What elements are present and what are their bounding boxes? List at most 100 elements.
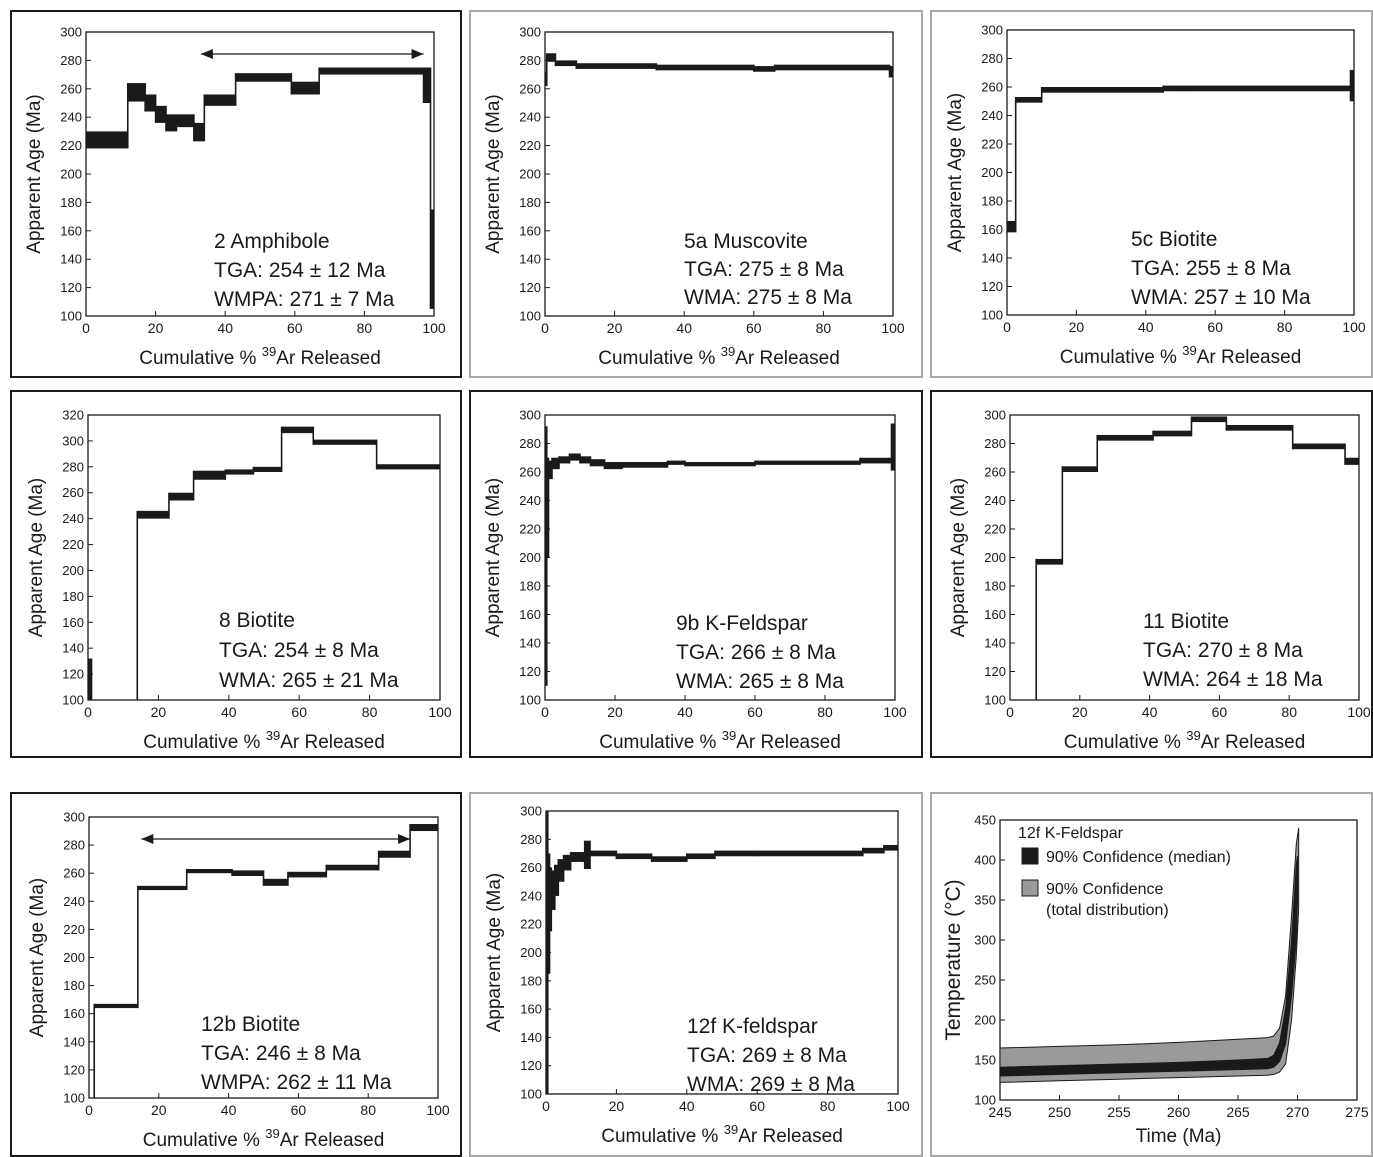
- y-tick-label: 280: [984, 436, 1006, 451]
- y-tick-label: 320: [62, 408, 84, 423]
- age-step: [883, 844, 898, 851]
- y-tick-label: 220: [981, 137, 1003, 152]
- y-tick-label: 180: [519, 195, 541, 210]
- x-axis-label: Cumulative % 39Ar Released: [143, 1126, 385, 1151]
- age-step: [576, 63, 657, 69]
- age-step: [193, 470, 226, 480]
- x-tick-label: 40: [217, 320, 233, 336]
- y-tick-label: 200: [60, 167, 82, 182]
- plateau-arrow: [141, 834, 411, 844]
- x-tick-label: 100: [426, 1102, 450, 1118]
- age-step: [546, 811, 548, 1094]
- y-tick-label: 450: [974, 813, 996, 828]
- age-step: [1041, 87, 1164, 93]
- x-axis-label: Cumulative % 39Ar Released: [1060, 343, 1302, 368]
- age-step: [1153, 430, 1192, 437]
- y-tick-label: 140: [519, 636, 541, 651]
- age-step: [570, 852, 585, 862]
- x-tick-label: 60: [747, 704, 763, 720]
- band-median: [1000, 855, 1298, 1077]
- age-step: [281, 426, 314, 434]
- y-axis-label: Apparent Age (Ma): [483, 478, 504, 637]
- y-tick-label: 200: [981, 165, 1003, 180]
- x-tick-label: 80: [362, 704, 378, 720]
- x-tick-label: 100: [422, 320, 446, 336]
- y-axis-label: Apparent Age (Ma): [484, 873, 505, 1032]
- age-step: [622, 462, 668, 468]
- age-step: [546, 457, 549, 558]
- age-step: [253, 466, 282, 472]
- y-axis-label: Apparent Age (Ma): [483, 94, 504, 253]
- y-tick-label: 180: [520, 973, 542, 988]
- age-step: [569, 453, 580, 461]
- x-axis-label: Cumulative % 39Ar Released: [601, 1122, 843, 1147]
- age-step: [604, 462, 622, 470]
- age-step: [685, 462, 755, 467]
- y-tick-label: 220: [60, 138, 82, 153]
- y-axis-label: Apparent Age (Ma): [26, 478, 47, 637]
- y-tick-label: 260: [519, 81, 541, 96]
- age-annotation: WMA: 265 ± 8 Ma: [676, 670, 844, 693]
- y-tick-label: 220: [519, 522, 541, 537]
- x-tick-label: 20: [607, 320, 623, 336]
- y-tick-label: 120: [520, 1058, 542, 1073]
- x-tick-label: 40: [679, 1098, 695, 1114]
- x-tick-label: 0: [85, 1102, 93, 1118]
- y-tick-label: 100: [974, 1093, 996, 1108]
- age-step: [1015, 96, 1042, 103]
- y-axis-label: Apparent Age (Ma): [945, 93, 966, 252]
- sample-label: 12b Biotite: [201, 1013, 300, 1036]
- age-step: [155, 105, 167, 123]
- y-tick-label: 120: [519, 280, 541, 295]
- y-tick-label: 120: [62, 667, 84, 682]
- y-tick-label: 200: [62, 563, 84, 578]
- x-tick-label: 40: [221, 1102, 237, 1118]
- y-tick-label: 100: [62, 693, 84, 708]
- y-tick-label: 180: [984, 579, 1006, 594]
- age-step: [1226, 424, 1293, 431]
- age-step: [549, 867, 552, 932]
- y-tick-label: 200: [974, 1013, 996, 1028]
- age-step: [423, 67, 431, 103]
- y-tick-label: 100: [519, 693, 541, 708]
- age-step: [88, 658, 92, 700]
- y-tick-label: 260: [981, 80, 1003, 95]
- age-step: [584, 840, 590, 870]
- y-tick-label: 220: [520, 917, 542, 932]
- x-tick-label: 100: [1347, 704, 1371, 720]
- y-tick-label: 160: [981, 222, 1003, 237]
- y-tick-label: 200: [63, 950, 85, 965]
- y-tick-label: 180: [519, 579, 541, 594]
- age-step: [551, 870, 555, 911]
- age-step: [378, 850, 411, 858]
- y-tick-label: 180: [981, 194, 1003, 209]
- age-annotation: TGA: 269 ± 8 Ma: [687, 1044, 847, 1067]
- y-tick-label: 280: [62, 459, 84, 474]
- y-tick-label: 200: [519, 550, 541, 565]
- age-step: [313, 439, 377, 445]
- age-step: [1163, 85, 1184, 92]
- age-step: [547, 853, 550, 974]
- age-step: [1350, 69, 1354, 102]
- age-annotation: TGA: 275 ± 8 Ma: [684, 258, 844, 281]
- x-tick-label: 40: [677, 704, 693, 720]
- age-step: [757, 850, 863, 857]
- chart-p6: 100 120 140 160 180 200 220 240 260 280 300 0 20 40 60…: [948, 408, 1371, 754]
- age-step: [263, 878, 288, 886]
- y-tick-label: 140: [981, 251, 1003, 266]
- age-annotation: TGA: 255 ± 8 Ma: [1131, 257, 1291, 280]
- age-step: [94, 1003, 138, 1009]
- y-tick-label: 240: [519, 110, 541, 125]
- x-tick-label: 60: [1207, 319, 1223, 335]
- y-tick-label: 100: [519, 309, 541, 324]
- x-tick-label: 20: [148, 320, 164, 336]
- y-axis-label: Apparent Age (Ma): [948, 478, 969, 637]
- y-tick-label: 300: [974, 933, 996, 948]
- age-step: [558, 859, 564, 882]
- age-step: [651, 856, 687, 862]
- chart-p9: 100 150 200 250 300 350 400 450 245 250 255 260 265 2…: [942, 813, 1369, 1148]
- chart-p4: 100 120 140 160 180 200 220 240 260 280 300 320 0 20 4…: [26, 408, 452, 754]
- x-tick-label: 100: [883, 704, 907, 720]
- x-tick-label: 0: [1003, 319, 1011, 335]
- y-tick-label: 280: [60, 53, 82, 68]
